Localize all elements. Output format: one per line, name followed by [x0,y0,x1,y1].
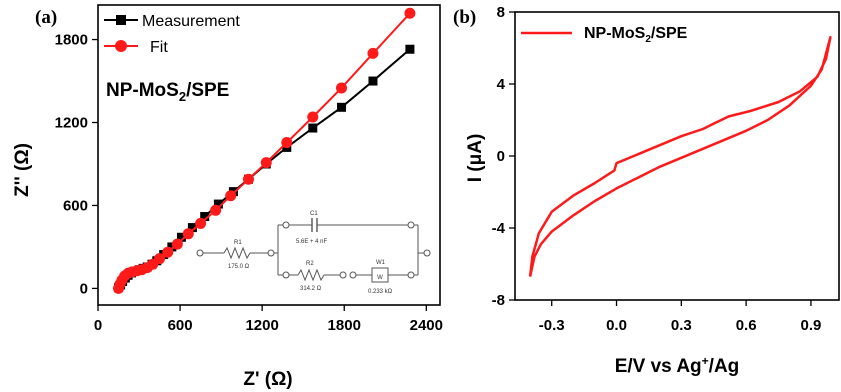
panel-a-y-tick-label: 0 [80,280,88,297]
panel-a-label: (a) [35,7,57,28]
panel-a-legend: Measurement Fit [104,13,240,56]
measurement-point [200,212,210,222]
panel-b-x-tick-label: -0.3 [539,317,565,334]
panel-b-label: (b) [453,7,476,28]
panel-b-plot-frame [514,11,840,301]
cv-loop-line [528,35,832,277]
panel-a-y-tick-label: 1800 [55,32,88,49]
panel-a-y-ticks: 0 600 1200 1800 [55,32,98,297]
legend-fit-label: Fit [150,39,168,56]
measurement-point [213,199,223,209]
panel-b-x-tick-label: 0.0 [606,317,627,334]
fit-point [195,217,207,229]
panel-a-x-axis-label: Z' (Ω) [243,369,292,390]
panel-a-y-tick-label: 1200 [55,115,88,132]
fit-point [182,228,194,240]
panel-b-y-tick-label: -4 [492,220,506,237]
measurement-point [368,76,378,86]
fit-point [404,7,416,19]
panel-b-x-tick-label: 0.3 [671,317,692,334]
measurement-point [405,44,415,54]
w1-symbol: W [377,275,383,281]
panel-b-cyclic-voltammogram: (b) -0.3 0.0 0.3 0.6 0.9 -8 -4 0 4 8 I (μA) E/V … [453,4,840,377]
panel-b-y-ticks: -8 -4 0 4 8 [492,4,515,309]
fit-point [260,157,272,169]
fit-point [307,111,319,123]
fit-point [162,246,174,258]
measurement-point [176,232,186,242]
panel-a-x-ticks: 0 600 1200 1800 2400 [94,305,443,334]
panel-b-y-tick-label: 0 [497,148,505,165]
w1-value: 0.233 kΩ [368,289,393,295]
r1-label: R1 [234,240,242,246]
fit-point [367,47,379,59]
fit-point [336,82,348,94]
measurement-point [187,223,197,233]
legend-measurement-marker [116,15,126,25]
panel-a-plot-frame [97,4,441,306]
fit-point [171,238,183,250]
fit-point [210,204,222,216]
panel-b-legend: NP-MoS2/SPE [521,25,688,45]
panel-a-x-tick-label: 1200 [245,317,278,334]
panel-a-y-tick-label: 600 [63,197,88,214]
w1-label: W1 [376,260,386,266]
legend-fit-marker [115,40,127,52]
fit-point [242,173,254,185]
panel-a-sample-annotation: NP-MoS2/SPE [106,80,229,104]
legend-np-mos2-label: NP-MoS2/SPE [584,25,688,45]
measurement-point [167,242,177,252]
r2-resistor [297,268,325,282]
r1-value: 175.0 Ω [228,264,250,270]
measurement-point [337,102,347,112]
r2-value: 314.2 Ω [300,286,322,292]
panel-a-nyquist-plot: (a) 0 600 1200 1800 2400 0 600 1200 1800 Z' (Ω)… [12,4,443,390]
r2-label: R2 [306,261,314,267]
equivalent-circuit-inset: R1 175.0 Ω C1 5.6E + 4 nF R2 3 [180,205,438,295]
r1-resistor [223,246,251,260]
panel-b-x-tick-label: 0.9 [800,317,821,334]
circuit-terminal-right [423,249,431,257]
fit-point [154,253,166,265]
panel-b-x-axis-label: E/V vs Ag+/Ag [615,354,740,377]
panel-a-x-tick-label: 1800 [328,317,361,334]
fit-point [225,190,237,202]
legend-measurement-label: Measurement [142,13,240,30]
panel-a-x-tick-label: 2400 [410,317,443,334]
circuit-background [180,205,438,295]
fit-point [281,137,293,149]
panel-a-x-tick-label: 0 [94,317,102,334]
c1-label: C1 [310,211,318,217]
panel-b-x-ticks: -0.3 0.0 0.3 0.6 0.9 [539,300,821,334]
panel-b-y-tick-label: 4 [497,76,506,93]
panel-a-x-tick-label: 600 [168,317,193,334]
panel-b-y-tick-label: -8 [492,292,505,309]
c1-value: 5.6E + 4 nF [296,239,328,245]
panel-b-x-tick-label: 0.6 [736,317,757,334]
panel-b-y-tick-label: 8 [497,4,505,21]
panel-a-y-axis-label: Z'' (Ω) [12,143,33,197]
panel-a-series [113,7,416,294]
measurement-point [308,123,318,133]
panel-b-y-axis-label: I (μA) [465,134,486,183]
panel-b-series [528,35,832,277]
